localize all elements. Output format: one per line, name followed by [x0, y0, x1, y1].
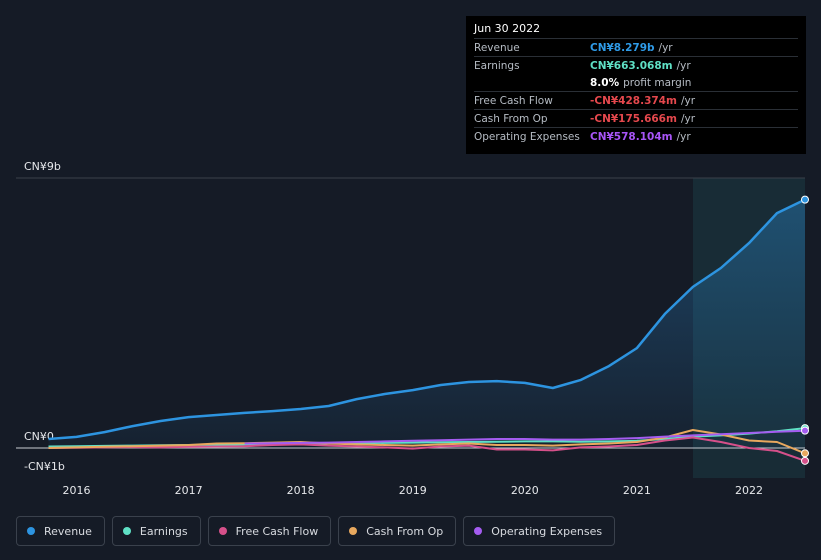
legend-item[interactable]: Revenue [16, 516, 105, 546]
legend-dot [27, 527, 35, 535]
tooltip-value: -CN¥175.666m [590, 112, 677, 125]
tooltip-label: Cash From Op [474, 112, 548, 125]
series-line [48, 429, 806, 455]
tooltip-unit: profit margin [623, 76, 692, 89]
tooltip-date: Jun 30 2022 [474, 22, 541, 35]
end-point [801, 449, 809, 458]
plot: -CN¥1b CN¥0 CN¥9b 2016 2017 2018 2019 2020 2021 2… [16, 160, 809, 497]
legend-item[interactable]: Earnings [111, 516, 201, 546]
tooltip-unit: /yr [658, 41, 673, 54]
tooltip-unit: /yr [676, 59, 691, 72]
y-tick-label: CN¥0 [24, 430, 54, 443]
end-point [801, 456, 809, 465]
legend-item[interactable]: Cash From Op [338, 516, 457, 546]
y-tick-label: CN¥9b [24, 160, 61, 173]
end-point [801, 195, 809, 204]
x-tick-label: 2018 [287, 484, 315, 497]
area [48, 199, 805, 448]
tooltip-unit: /yr [676, 130, 691, 143]
x-tick-label: 2020 [511, 484, 539, 497]
legend-label: Revenue [44, 524, 92, 538]
tooltip-value: CN¥8.279b [590, 41, 655, 54]
tooltip-value: -CN¥428.374m [590, 94, 677, 107]
legend-dot [218, 527, 227, 535]
x-tick-label: 2017 [175, 484, 203, 497]
legend-dot [474, 527, 483, 535]
tooltip-row: Earnings CN¥663.068m/yr [474, 56, 798, 74]
legend-label: Cash From Op [366, 524, 444, 538]
tooltip-value: CN¥578.104m [590, 130, 673, 143]
end-point [801, 426, 809, 435]
y-tick-label: -CN¥1b [24, 460, 65, 473]
legend-label: Operating Expenses [491, 524, 603, 538]
tooltip-row: Operating Expenses CN¥578.104m/yr [474, 127, 798, 145]
series-line [48, 436, 806, 462]
tooltip-value: 8.0% [590, 76, 620, 89]
tooltip-label: Revenue [474, 41, 520, 54]
legend-item[interactable]: Free Cash Flow [207, 516, 332, 546]
tooltip-label: Free Cash Flow [474, 94, 553, 107]
tooltip-unit: /yr [680, 94, 696, 107]
legend-dot [122, 527, 131, 535]
x-tick-label: 2022 [735, 484, 763, 497]
tooltip-row: Free Cash Flow -CN¥428.374m/yr [474, 91, 798, 109]
legend: Revenue Earnings Free Cash Flow Cash From O… [16, 516, 616, 546]
tooltip-label: Earnings [474, 59, 520, 72]
x-tick-label: 2021 [623, 484, 651, 497]
tooltip-label: Operating Expenses [474, 130, 580, 143]
legend-item[interactable]: Operating Expenses [463, 516, 616, 546]
tooltip-row: Cash From Op -CN¥175.666m/yr [474, 109, 798, 127]
tooltip-unit: /yr [680, 112, 696, 125]
tooltip: Jun 30 2022 Revenue CN¥8.279b/yr Earnings C… [466, 16, 806, 154]
chart: -CN¥1b CN¥0 CN¥9b 2016 2017 2018 2019 2020 2021 2… [16, 160, 809, 497]
legend-label: Earnings [139, 524, 188, 538]
tooltip-row: 8.0% profit margin [474, 74, 798, 91]
legend-label: Free Cash Flow [235, 524, 319, 538]
tooltip-row: Revenue CN¥8.279b/yr [474, 38, 798, 56]
series-line [244, 429, 806, 445]
x-tick-label: 2019 [399, 484, 427, 497]
x-tick-label: 2016 [63, 484, 91, 497]
tooltip-value: CN¥663.068m [590, 59, 673, 72]
series-line [48, 198, 806, 441]
legend-dot [349, 527, 358, 535]
